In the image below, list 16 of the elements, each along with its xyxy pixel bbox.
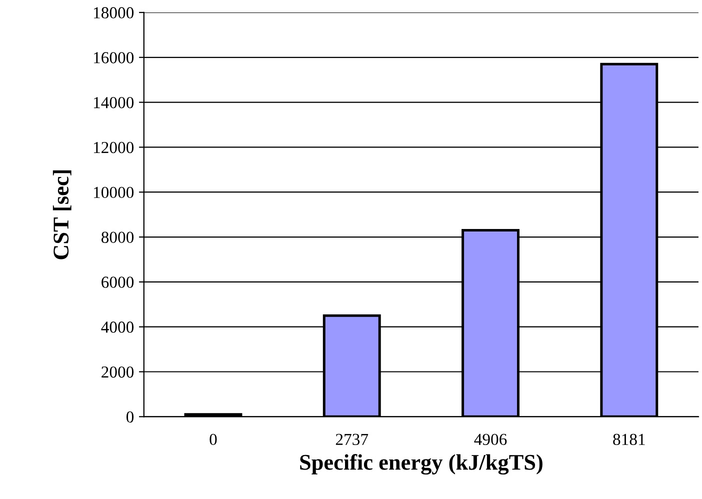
y-tick-label: 6000	[102, 276, 134, 288]
x-tick-label: 0	[210, 434, 217, 446]
y-tick-label: 18000	[94, 7, 134, 18]
y-tick-label: 8000	[101, 232, 134, 243]
y-tick-label: 2000	[102, 366, 134, 378]
x-tick-label: 4906	[474, 434, 507, 446]
x-tick-label: 2737	[336, 434, 368, 446]
y-tick-label: 0	[126, 411, 134, 423]
y-tick-label: 16000	[94, 52, 134, 64]
y-tick-label: 12000	[94, 142, 134, 154]
y-tick-label: 14000	[94, 96, 134, 108]
y-axis-title: CST [sec]	[52, 170, 72, 260]
y-tick-label: 4000	[101, 322, 134, 333]
y-tick-label: 10000	[94, 186, 134, 198]
x-axis-title: Specific energy (kJ/kgTS)	[300, 454, 542, 475]
x-tick-label: 8181	[613, 434, 645, 446]
